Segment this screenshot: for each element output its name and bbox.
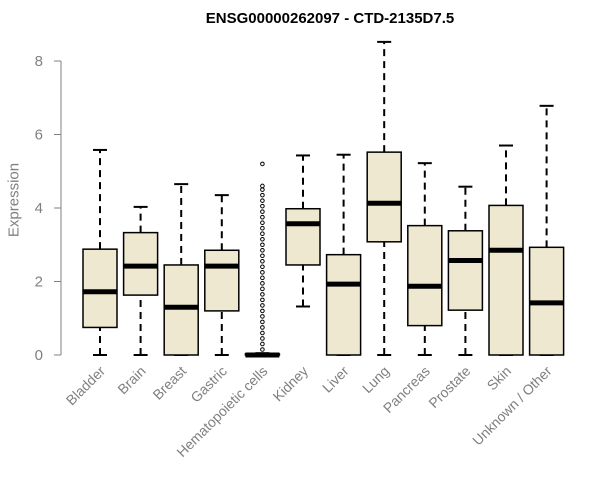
outlier-point — [260, 281, 265, 286]
outlier-point — [260, 303, 265, 308]
category-label: Skin — [484, 363, 515, 394]
outlier-point — [260, 286, 265, 292]
outlier-point — [260, 325, 265, 330]
category-label: Prostate — [425, 363, 473, 411]
outlier-point — [260, 297, 265, 303]
box-skin — [488, 144, 524, 356]
y-tick-label: 6 — [35, 127, 43, 144]
box-kidney — [285, 154, 321, 308]
box-iqr — [285, 207, 321, 266]
outlier-point — [260, 203, 265, 209]
y-axis: 0 2 4 6 8 — [35, 53, 62, 364]
outlier-point — [260, 253, 265, 259]
outlier-point — [260, 330, 265, 336]
box-series — [82, 40, 565, 358]
outlier-point — [260, 231, 265, 237]
box-brain — [122, 205, 159, 356]
outlier-point — [260, 292, 265, 297]
box-liver — [325, 153, 362, 356]
outlier-point — [260, 319, 265, 325]
y-tick-label: 4 — [35, 200, 43, 217]
box-prostate — [447, 185, 484, 356]
outlier-point — [260, 214, 265, 220]
y-tick-label: 2 — [35, 274, 43, 291]
box-iqr — [366, 151, 402, 243]
box-gastric — [204, 194, 240, 356]
outlier-point — [260, 247, 265, 253]
box-iqr — [325, 253, 362, 356]
box-lung — [366, 40, 402, 356]
y-axis-title: Expression — [5, 163, 22, 237]
y-tick-label: 8 — [35, 53, 43, 70]
outlier-point — [260, 308, 265, 314]
box-hematopoietic-cells — [244, 161, 281, 358]
category-label: Brain — [114, 363, 148, 397]
outlier-point — [260, 258, 265, 264]
outlier-point — [260, 270, 265, 275]
box-iqr — [163, 264, 199, 356]
chart-title: ENSG00000262097 - CTD-2135D7.5 — [206, 10, 454, 27]
outlier-point — [260, 220, 265, 225]
outlier-point — [260, 225, 265, 231]
outlier-point — [260, 236, 265, 242]
box-bladder — [82, 148, 118, 356]
outlier-point — [260, 336, 265, 341]
outlier-point — [260, 242, 265, 248]
category-label: Bladder — [63, 363, 109, 409]
outlier-point — [260, 275, 265, 281]
outlier-point — [260, 183, 265, 189]
box-iqr — [204, 249, 240, 312]
category-label: Lung — [359, 363, 392, 396]
category-label: Kidney — [270, 363, 312, 405]
category-label: Liver — [319, 363, 352, 396]
outlier-point — [260, 314, 265, 319]
outlier-point — [260, 264, 265, 270]
outlier-point — [260, 187, 265, 192]
outlier-point — [260, 198, 265, 203]
box-iqr — [447, 230, 484, 311]
box-unknown-other — [528, 104, 565, 356]
outlier-point — [260, 192, 265, 198]
y-tick-label: 0 — [35, 347, 43, 364]
box-iqr — [488, 204, 524, 356]
outlier-point — [260, 347, 265, 352]
outlier-point — [260, 341, 265, 347]
box-pancreas — [407, 162, 443, 356]
box-iqr — [82, 248, 118, 329]
outlier-point — [260, 161, 265, 167]
box-iqr — [407, 224, 443, 327]
outlier-point — [260, 209, 265, 214]
box-breast — [163, 183, 199, 356]
category-label: Breast — [149, 363, 189, 403]
